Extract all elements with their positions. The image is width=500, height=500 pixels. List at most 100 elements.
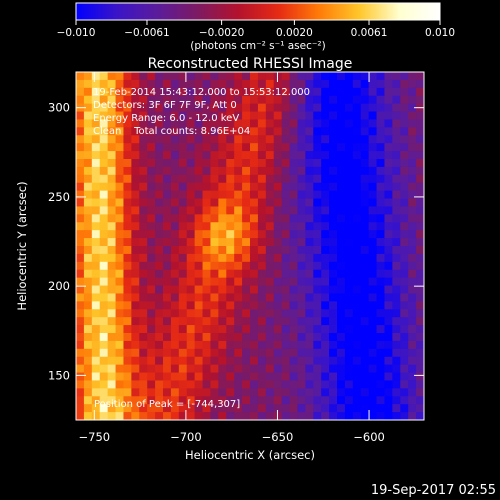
heatmap-cell xyxy=(392,293,401,302)
heatmap-cell xyxy=(257,333,267,342)
heatmap-cell xyxy=(147,151,156,160)
heatmap-cell xyxy=(392,238,401,247)
heatmap-cell xyxy=(368,340,378,350)
heatmap-cell xyxy=(337,261,346,271)
heatmap-cell xyxy=(344,111,354,121)
heatmap-cell xyxy=(321,388,330,397)
heatmap-cell xyxy=(281,372,291,382)
heatmap-cell xyxy=(155,166,164,176)
heatmap-cell xyxy=(91,293,101,302)
heatmap-cell xyxy=(147,159,156,168)
heatmap-cell xyxy=(400,159,409,168)
heatmap-cell xyxy=(186,388,196,397)
heatmap-cell xyxy=(202,182,212,192)
heatmap-cell xyxy=(131,277,140,287)
heatmap-cell xyxy=(408,95,417,105)
heatmap-cell xyxy=(329,269,338,279)
heatmap-cell xyxy=(313,293,322,302)
heatmap-cell xyxy=(344,277,354,287)
heatmap-cell xyxy=(376,269,386,279)
heatmap-cell xyxy=(242,396,251,405)
heatmap-cell xyxy=(123,143,132,152)
heatmap-cell xyxy=(242,166,251,176)
heatmap-cell xyxy=(139,388,148,397)
heatmap-cell xyxy=(218,95,227,105)
heatmap-cell xyxy=(76,182,85,192)
heatmap-cell xyxy=(147,253,156,263)
heatmap-cell xyxy=(250,214,259,223)
heatmap-cell xyxy=(186,261,196,271)
heatmap-cell xyxy=(91,388,101,397)
heatmap-cell xyxy=(344,285,354,295)
heatmap-cell xyxy=(321,182,330,192)
heatmap-cell xyxy=(155,87,164,97)
heatmap-cell xyxy=(329,261,338,271)
heatmap-cell xyxy=(99,222,109,231)
heatmap-cell xyxy=(400,87,409,97)
heatmap-cell xyxy=(297,269,306,279)
heatmap-cell xyxy=(234,293,243,302)
heatmap-cell xyxy=(194,119,204,128)
heatmap-cell xyxy=(194,166,204,176)
heatmap-cell xyxy=(76,238,85,247)
heatmap-cell xyxy=(321,317,330,326)
heatmap-cell xyxy=(178,253,188,263)
heatmap-cell xyxy=(139,253,148,263)
heatmap-cell xyxy=(416,388,424,397)
heatmap-cell xyxy=(250,325,259,334)
heatmap-cell xyxy=(170,309,180,318)
heatmap-cell xyxy=(250,72,259,81)
heatmap-cell xyxy=(305,356,314,366)
heatmap-cell xyxy=(297,317,306,326)
heatmap-cell xyxy=(313,364,322,374)
heatmap-cell xyxy=(194,388,204,397)
heatmap-cell xyxy=(289,135,299,144)
heatmap-cell xyxy=(376,285,386,295)
heatmap-cell xyxy=(139,103,148,113)
heatmap-cell xyxy=(360,103,370,113)
heatmap-cell xyxy=(186,151,196,160)
heatmap-cell xyxy=(329,364,338,374)
heatmap-cell xyxy=(321,238,330,247)
heatmap-cell xyxy=(400,309,409,318)
heatmap-cell xyxy=(281,214,291,223)
heatmap-cell xyxy=(408,372,417,382)
heatmap-cell xyxy=(115,206,125,215)
heatmap-cell xyxy=(384,309,393,318)
heatmap-cell xyxy=(91,404,101,413)
heatmap-cell xyxy=(289,388,299,397)
heatmap-cell xyxy=(352,412,362,420)
heatmap-cell xyxy=(115,380,125,389)
heatmap-cell xyxy=(115,388,125,397)
heatmap-cell xyxy=(257,190,267,200)
heatmap-cell xyxy=(368,309,378,318)
heatmap-cell xyxy=(273,230,283,239)
heatmap-cell xyxy=(83,111,93,121)
heatmap-cell xyxy=(289,285,299,295)
heatmap-cell xyxy=(313,190,322,200)
heatmap-cell xyxy=(99,135,109,144)
heatmap-cell xyxy=(139,238,148,247)
heatmap-cell xyxy=(368,214,378,223)
heatmap-cell xyxy=(107,348,117,358)
heatmap-cell xyxy=(392,198,401,208)
heatmap-cell xyxy=(91,333,101,342)
heatmap-cell xyxy=(76,396,85,405)
heatmap-cell xyxy=(273,111,283,121)
heatmap-cell xyxy=(186,285,196,295)
heatmap-cell xyxy=(329,119,338,128)
heatmap-cell xyxy=(273,166,283,176)
heatmap-cell xyxy=(384,261,393,271)
heatmap-cell xyxy=(352,174,362,184)
heatmap-cell xyxy=(194,135,204,144)
heatmap-cell xyxy=(91,95,101,105)
heatmap-cell xyxy=(218,246,227,255)
heatmap-cell xyxy=(163,119,172,128)
heatmap-cell xyxy=(352,143,362,152)
heatmap-cell xyxy=(123,166,132,176)
heatmap-cell xyxy=(131,317,140,326)
heatmap-cell xyxy=(305,182,314,192)
heatmap-cell xyxy=(305,372,314,382)
heatmap-cell xyxy=(186,143,196,152)
